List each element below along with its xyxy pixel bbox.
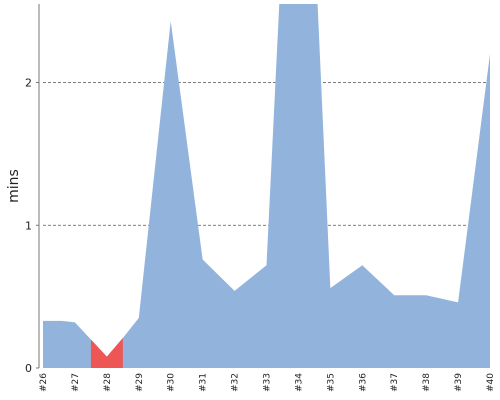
x-tick-label: #33 [263,373,273,392]
x-tick-label: #34 [294,373,304,392]
highlight-segment [90,338,123,368]
x-tick-label: #30 [167,373,177,392]
series-area [43,4,490,368]
x-tick-label: #38 [422,373,432,392]
x-tick-label: #29 [135,373,145,392]
area-series-fill [43,4,490,368]
x-tick-labels: #26 #27 #28 #29 #30 #31 #32 #33 #34 #35 #36 #37 #38 #… [39,373,496,392]
x-tick-label: #26 [39,373,49,392]
x-tick-label: #40 [486,373,496,392]
y-axis-title: mins [6,169,22,203]
y-tick-label: 2 [25,77,32,90]
highlight-area [90,338,123,368]
axes [36,4,40,369]
x-tick-label: #37 [390,373,400,392]
grid-lines [43,82,490,226]
x-tick-label: #36 [358,373,368,392]
x-tick-label: #31 [199,373,209,392]
y-tick-labels: 0 1 2 [25,77,32,375]
y-tick-label: 1 [25,219,32,232]
x-tick-label: #32 [231,373,241,392]
x-tick-label: #28 [103,373,113,392]
x-tick-label: #35 [326,373,336,392]
y-tick-label: 0 [25,362,32,375]
x-tick-label: #39 [454,373,464,392]
x-tick-label: #27 [71,373,81,392]
